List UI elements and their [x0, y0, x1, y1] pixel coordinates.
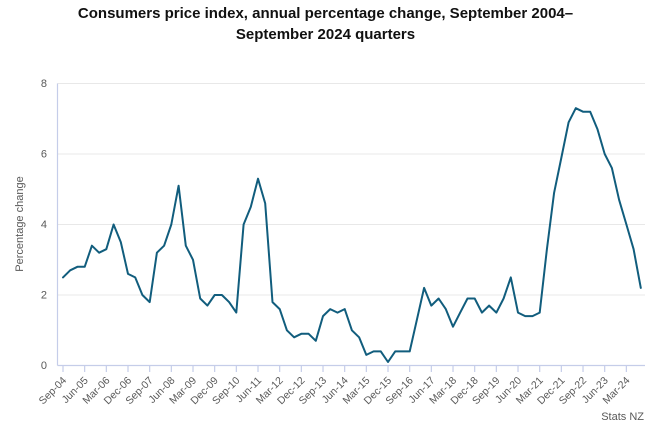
y-tick-label: 0: [41, 360, 47, 372]
y-tick-label: 8: [41, 78, 47, 90]
source-attribution: Stats NZ: [601, 411, 644, 423]
cpi-data-line: [62, 107, 642, 363]
y-tick-label: 4: [41, 219, 47, 231]
y-tick-label: 2: [41, 290, 47, 302]
chart-title: Consumers price index, annual percentage…: [77, 5, 574, 43]
y-tick-label: 6: [41, 149, 47, 161]
